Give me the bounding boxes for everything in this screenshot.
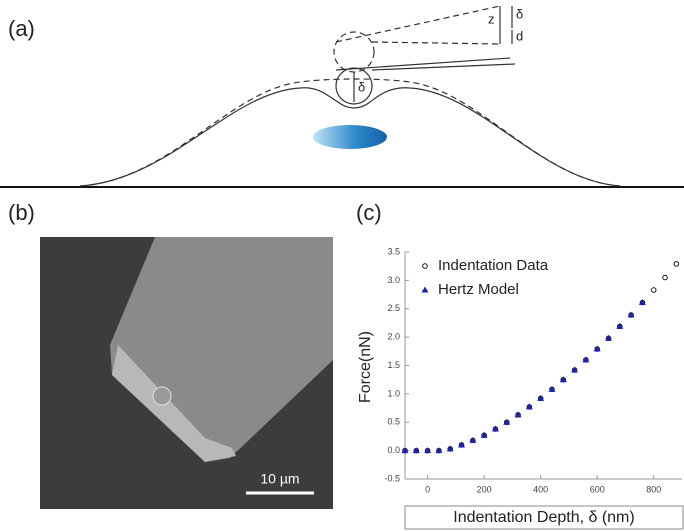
cell bbox=[313, 125, 387, 149]
legend-marker bbox=[422, 263, 428, 269]
sem-image bbox=[40, 237, 333, 509]
triangle-marker bbox=[525, 403, 533, 410]
x-tick-label: 0 bbox=[425, 484, 430, 494]
triangle-marker bbox=[571, 366, 579, 373]
triangle-marker bbox=[480, 431, 488, 438]
legend-marker bbox=[421, 286, 429, 293]
triangle-marker bbox=[503, 418, 511, 425]
triangle-marker bbox=[605, 334, 613, 341]
triangle-marker bbox=[548, 385, 556, 392]
triangle-marker bbox=[424, 447, 432, 454]
symbol: d bbox=[516, 28, 523, 43]
y-tick-label: 2.0 bbox=[387, 332, 400, 342]
x-tick-label: 400 bbox=[533, 484, 548, 494]
triangle-marker bbox=[593, 345, 601, 352]
scale-bar-label: 10 µm bbox=[260, 471, 299, 487]
panel-label: (c) bbox=[356, 200, 382, 225]
triangle-marker bbox=[627, 311, 635, 318]
x-axis-label: Indentation Depth, δ (nm) bbox=[453, 509, 634, 526]
y-tick-label: 1.0 bbox=[387, 388, 400, 398]
triangle-marker bbox=[616, 322, 624, 329]
x-tick-label: 600 bbox=[590, 484, 605, 494]
triangle-marker bbox=[469, 436, 477, 443]
schematic bbox=[0, 5, 684, 188]
panel-label: (a) bbox=[8, 16, 35, 41]
x-tick-label: 800 bbox=[646, 484, 661, 494]
triangle-marker bbox=[412, 447, 420, 454]
circle-marker bbox=[673, 261, 680, 267]
triangle-marker bbox=[582, 356, 590, 363]
y-tick-label: 3.5 bbox=[387, 246, 400, 256]
triangle-marker bbox=[435, 447, 443, 454]
circle-marker bbox=[650, 287, 657, 293]
y-tick-label: 2.5 bbox=[387, 303, 400, 313]
circle-marker bbox=[662, 274, 668, 281]
triangle-marker bbox=[514, 411, 522, 418]
symbol: z bbox=[488, 11, 495, 26]
triangle-marker bbox=[638, 299, 646, 306]
legend-label: Hertz Model bbox=[438, 281, 519, 298]
triangle-marker bbox=[537, 394, 545, 401]
legend-label: Indentation Data bbox=[438, 257, 549, 274]
y-tick-label: 0.0 bbox=[387, 445, 400, 455]
y-tick-label: 1.5 bbox=[387, 360, 400, 370]
panel-label: (b) bbox=[8, 200, 35, 225]
symbol: δ bbox=[516, 6, 523, 21]
x-label-box bbox=[404, 505, 684, 530]
triangle-marker bbox=[458, 441, 466, 448]
symbol: δ bbox=[358, 79, 365, 94]
y-tick-label: 0.5 bbox=[387, 417, 400, 427]
y-tick-label: 3.0 bbox=[387, 275, 400, 285]
y-tick-label: -0.5 bbox=[384, 473, 400, 483]
y-axis-label: Force(nN) bbox=[357, 331, 374, 403]
triangle-marker bbox=[559, 376, 567, 383]
x-tick-label: 200 bbox=[477, 484, 492, 494]
triangle-marker bbox=[446, 445, 454, 452]
triangle-marker bbox=[491, 425, 499, 432]
triangle-marker bbox=[401, 447, 409, 454]
